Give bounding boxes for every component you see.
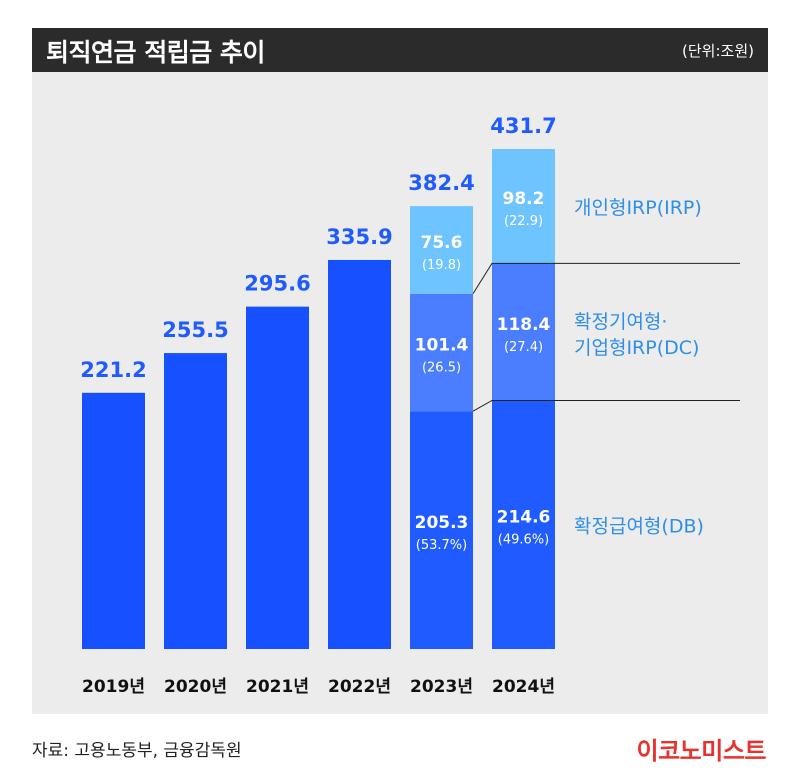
segment-value-label: 98.2 — [503, 189, 545, 209]
publisher-logo: 이코노미스트 — [636, 737, 767, 765]
total-value-label: 255.5 — [162, 318, 228, 342]
bar-2020년 — [164, 353, 227, 649]
connector-line — [472, 262, 740, 295]
segment-share-label: (53.7%) — [416, 538, 467, 553]
segment-share-label: (26.5) — [422, 360, 461, 375]
total-value-label: 295.6 — [244, 272, 310, 296]
legend-label: 개인형IRP(IRP) — [574, 197, 702, 219]
segment-2-2024년 — [492, 149, 555, 264]
plot-area: 221.2 2019년 255.5 2020년 295.6 2021년 335.9 2022년… — [32, 72, 768, 714]
segment-value-label: 214.6 — [497, 508, 551, 528]
total-value-label: 382.4 — [408, 171, 474, 195]
segment-2-2023년 — [410, 206, 473, 294]
segment-share-label: (27.4) — [504, 340, 543, 355]
segment-0-2024년 — [492, 400, 555, 649]
bar-2022년 — [328, 259, 391, 649]
x-tick-label: 2020년 — [164, 677, 227, 697]
legend-label: 확정급여형(DB) — [574, 516, 704, 538]
segment-share-label: (22.9) — [504, 214, 543, 229]
segment-value-label: 75.6 — [421, 233, 463, 253]
bar-2021년 — [246, 306, 309, 649]
legend-label: 확정기여형· — [574, 311, 667, 333]
chart-title: 퇴직연금 적립금 추이 — [46, 38, 265, 67]
segment-value-label: 118.4 — [497, 315, 551, 335]
connector-line — [472, 399, 740, 412]
segment-1-2023년 — [410, 293, 473, 412]
x-tick-label: 2022년 — [328, 677, 391, 697]
total-value-label: 221.2 — [80, 358, 146, 382]
x-tick-label: 2023년 — [410, 677, 473, 697]
segment-share-label: (49.6%) — [498, 533, 549, 548]
total-value-label: 335.9 — [326, 225, 392, 249]
bar-2019년 — [82, 392, 145, 649]
x-tick-label: 2019년 — [82, 677, 145, 697]
segment-0-2023년 — [410, 411, 473, 649]
total-value-label: 431.7 — [490, 114, 556, 138]
bar-chart: 221.2 2019년 255.5 2020년 295.6 2021년 335.9 2022년… — [80, 114, 740, 697]
segment-share-label: (19.8) — [422, 258, 461, 273]
chart-header: 퇴직연금 적립금 추이 (단위:조원) — [32, 28, 768, 72]
x-tick-label: 2024년 — [492, 677, 555, 697]
legend-label: 기업형IRP(DC) — [574, 337, 699, 359]
unit-label: (단위:조원) — [682, 42, 754, 60]
segment-1-2024년 — [492, 263, 555, 401]
segment-value-label: 205.3 — [415, 513, 469, 533]
segment-value-label: 101.4 — [415, 335, 469, 355]
source-note: 자료: 고용노동부, 금융감독원 — [32, 741, 242, 761]
x-tick-label: 2021년 — [246, 677, 309, 697]
